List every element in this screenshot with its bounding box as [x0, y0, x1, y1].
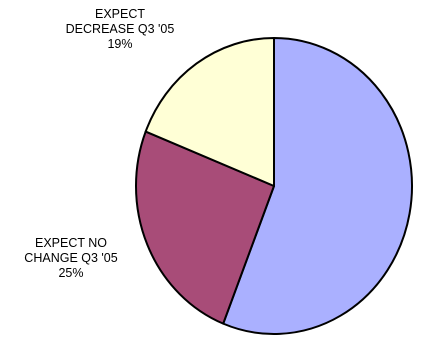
label-expect-decrease-line1: EXPECT	[94, 7, 145, 21]
label-expect-no-change-line1: EXPECT NO	[34, 236, 107, 250]
pie-slice-2	[144, 37, 275, 187]
pie-slice-1	[135, 130, 275, 325]
label-expect-no-change-percent: 25%	[58, 266, 84, 280]
label-expect-no-change-line2: CHANGE Q3 '05	[24, 251, 118, 265]
label-expect-no-change: EXPECT NO CHANGE Q3 '05 25%	[6, 236, 136, 281]
label-expect-decrease: EXPECT DECREASE Q3 '05 19%	[40, 7, 200, 52]
pie-slice-0	[222, 37, 413, 335]
label-expect-decrease-line2: DECREASE Q3 '05	[65, 22, 175, 36]
label-expect-decrease-percent: 19%	[107, 37, 133, 51]
